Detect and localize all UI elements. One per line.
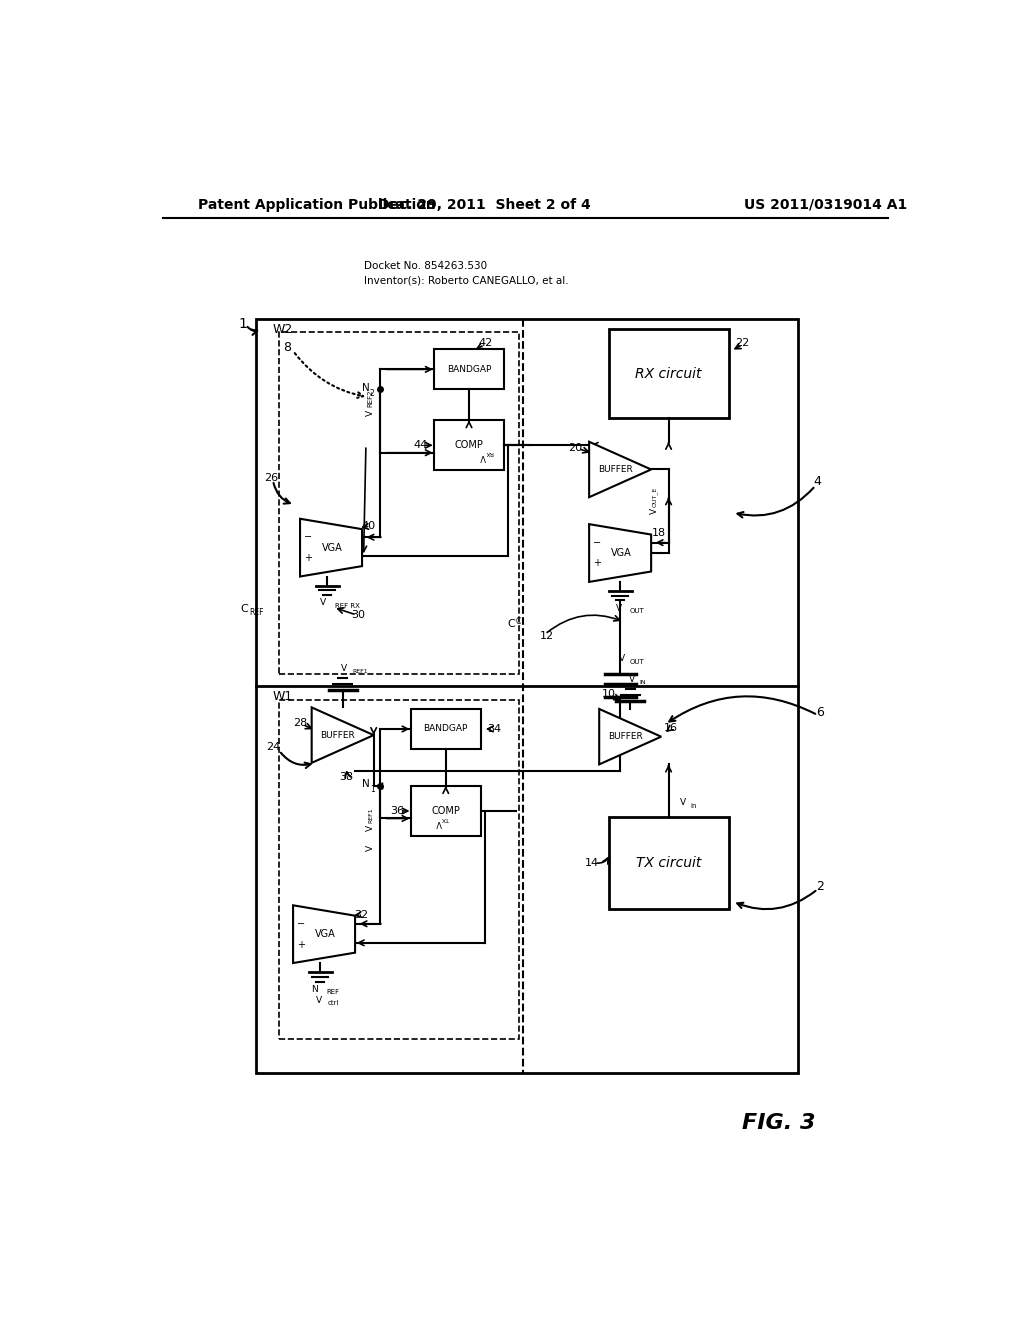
Text: 36: 36: [390, 807, 403, 816]
Text: V: V: [341, 664, 347, 673]
Bar: [256, 318, 799, 1073]
Text: REF RX: REF RX: [335, 603, 359, 609]
Text: 2: 2: [370, 389, 375, 397]
Text: 28: 28: [293, 718, 307, 727]
Text: −: −: [593, 537, 601, 548]
Text: VGA: VGA: [315, 929, 336, 939]
Text: V: V: [366, 825, 375, 832]
Text: 32: 32: [354, 909, 369, 920]
Bar: [280, 331, 519, 675]
Text: 26: 26: [264, 473, 279, 483]
Text: 20: 20: [568, 444, 583, 453]
Text: COMP: COMP: [455, 441, 483, 450]
Text: 40: 40: [361, 521, 376, 532]
Text: BANDGAP: BANDGAP: [424, 725, 468, 734]
Text: 24: 24: [266, 742, 280, 752]
Text: REF: REF: [249, 609, 263, 618]
Text: COMP: COMP: [431, 807, 460, 816]
Text: REF2: REF2: [368, 389, 374, 408]
Text: REF1: REF1: [352, 669, 368, 675]
Text: C: C: [515, 616, 520, 626]
Text: Patent Application Publication: Patent Application Publication: [198, 198, 435, 211]
Text: TX: TX: [441, 816, 450, 821]
Polygon shape: [293, 906, 355, 964]
Text: W1: W1: [273, 690, 293, 704]
Polygon shape: [300, 519, 362, 577]
Text: V: V: [321, 598, 327, 607]
Text: OUT_E: OUT_E: [651, 487, 657, 507]
Text: C: C: [241, 603, 248, 614]
Text: REF1: REF1: [368, 808, 373, 824]
Text: N: N: [310, 985, 317, 994]
Text: 8: 8: [283, 342, 291, 354]
Text: BUFFER: BUFFER: [321, 731, 355, 739]
Text: 10: 10: [601, 689, 615, 698]
Text: V: V: [366, 409, 375, 416]
Text: Inventor(s): Roberto CANEGALLO, et al.: Inventor(s): Roberto CANEGALLO, et al.: [365, 275, 569, 285]
Text: BUFFER: BUFFER: [608, 733, 643, 741]
Text: N: N: [362, 383, 370, 393]
Text: 4: 4: [814, 475, 821, 488]
Text: 1: 1: [370, 785, 375, 795]
Text: 22: 22: [735, 338, 750, 348]
Text: V: V: [680, 799, 686, 808]
Text: RX circuit: RX circuit: [635, 367, 701, 380]
Text: Dec. 29, 2011  Sheet 2 of 4: Dec. 29, 2011 Sheet 2 of 4: [378, 198, 591, 211]
Text: TX circuit: TX circuit: [636, 855, 701, 870]
Text: V: V: [650, 508, 659, 513]
Text: VGA: VGA: [611, 548, 632, 558]
Bar: [280, 700, 519, 1039]
Text: 42: 42: [479, 338, 494, 348]
Text: OUT: OUT: [630, 659, 644, 665]
Text: in: in: [690, 803, 696, 809]
Text: Docket No. 854263.530: Docket No. 854263.530: [365, 261, 487, 271]
Bar: [608, 817, 729, 909]
Text: OUT: OUT: [630, 609, 644, 614]
Text: BUFFER: BUFFER: [598, 465, 633, 474]
Bar: [411, 709, 480, 748]
Text: −: −: [304, 532, 312, 543]
Text: 38: 38: [340, 772, 353, 781]
Text: VGA: VGA: [322, 543, 343, 553]
Polygon shape: [589, 442, 651, 498]
Text: +: +: [297, 940, 305, 949]
Bar: [608, 330, 729, 418]
Text: BANDGAP: BANDGAP: [446, 364, 492, 374]
Text: 44: 44: [413, 441, 427, 450]
Text: 1: 1: [239, 317, 247, 331]
Bar: [434, 350, 504, 389]
Text: US 2011/0319014 A1: US 2011/0319014 A1: [743, 198, 907, 211]
Text: V: V: [436, 818, 442, 828]
Polygon shape: [311, 708, 374, 763]
Text: +: +: [593, 558, 601, 569]
Text: 16: 16: [664, 723, 678, 734]
Text: 2: 2: [816, 879, 824, 892]
Text: V: V: [315, 995, 322, 1005]
Text: V: V: [618, 655, 625, 664]
Text: V: V: [615, 603, 622, 612]
Text: V: V: [629, 676, 635, 684]
Text: 14: 14: [585, 858, 598, 869]
Polygon shape: [599, 709, 662, 764]
Text: IN: IN: [640, 680, 646, 685]
Text: REF: REF: [327, 989, 340, 995]
Text: 6: 6: [816, 706, 824, 719]
Text: W2: W2: [273, 323, 293, 335]
Text: V: V: [480, 453, 486, 461]
Bar: [411, 785, 480, 836]
Text: −: −: [297, 919, 305, 929]
Bar: [434, 420, 504, 470]
Polygon shape: [589, 524, 651, 582]
Text: FIG. 3: FIG. 3: [742, 1113, 816, 1133]
Text: 30: 30: [351, 610, 366, 620]
Text: N: N: [362, 779, 370, 789]
Text: V: V: [366, 845, 375, 850]
Text: 12: 12: [540, 631, 554, 640]
Text: +: +: [304, 553, 311, 564]
Text: 34: 34: [487, 723, 502, 734]
Text: C: C: [508, 619, 515, 630]
Text: RX: RX: [485, 450, 494, 455]
Text: 18: 18: [652, 528, 666, 539]
Text: ctrl: ctrl: [328, 1001, 339, 1006]
